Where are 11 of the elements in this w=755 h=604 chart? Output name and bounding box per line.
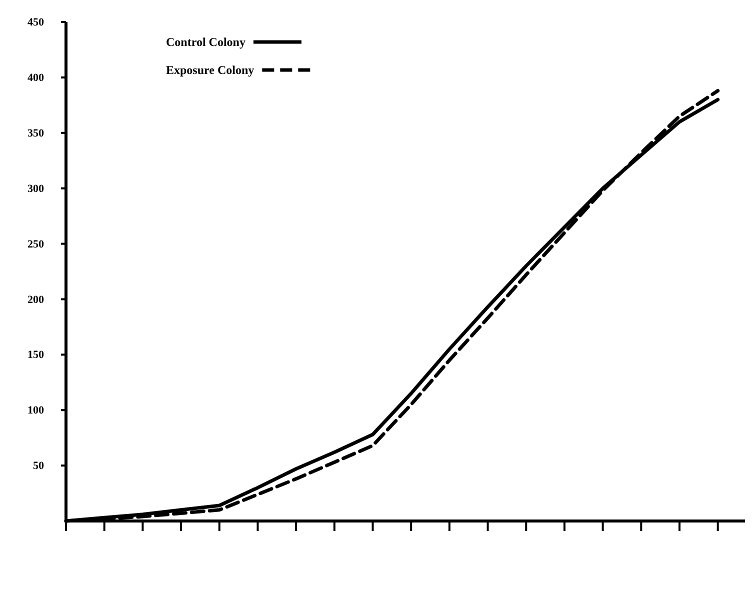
y-tick-label: 300 (28, 182, 44, 195)
y-tick-label: 50 (33, 460, 44, 472)
y-tick-label: 450 (28, 16, 44, 29)
y-tick-label: 100 (28, 404, 44, 417)
legend-label: Control Colony (166, 35, 246, 49)
y-tick-label: 200 (28, 294, 44, 306)
y-tick-label: 150 (28, 349, 44, 362)
y-tick-label: 400 (28, 72, 44, 84)
legend-label: Exposure Colony (166, 63, 254, 77)
y-tick-label: 350 (28, 127, 44, 140)
y-tick-label: 250 (28, 238, 44, 250)
